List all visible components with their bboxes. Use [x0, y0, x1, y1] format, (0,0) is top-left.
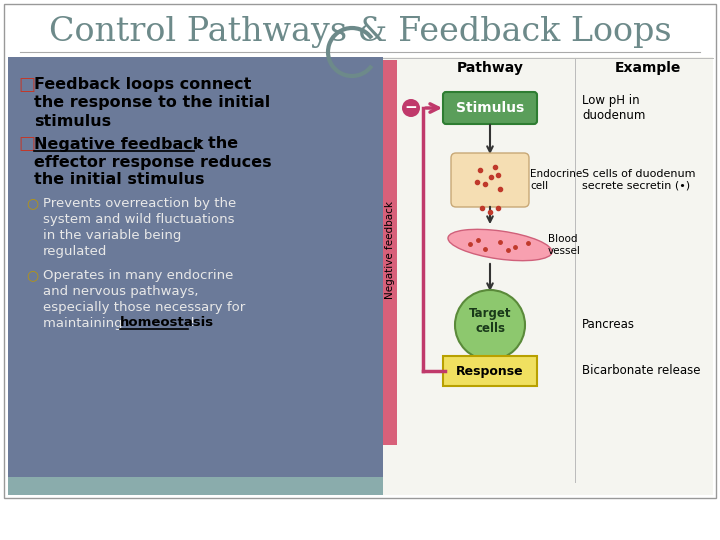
Ellipse shape: [448, 230, 552, 261]
Text: Example: Example: [615, 61, 681, 75]
Text: Response: Response: [456, 364, 524, 377]
Text: especially those necessary for: especially those necessary for: [43, 300, 246, 314]
Text: and nervous pathways,: and nervous pathways,: [43, 285, 199, 298]
Circle shape: [402, 99, 420, 117]
Text: : the: : the: [196, 137, 238, 152]
Text: homeostasis: homeostasis: [120, 316, 214, 329]
Text: Control Pathways & Feedback Loops: Control Pathways & Feedback Loops: [49, 16, 671, 48]
Text: S cells of duodenum
secrete secretin (•): S cells of duodenum secrete secretin (•): [582, 169, 696, 191]
Text: stimulus: stimulus: [34, 113, 111, 129]
Text: Negative feedback: Negative feedback: [385, 201, 395, 299]
Text: ○: ○: [26, 268, 38, 282]
FancyBboxPatch shape: [8, 477, 383, 495]
Text: Stimulus: Stimulus: [456, 101, 524, 115]
FancyBboxPatch shape: [443, 92, 537, 124]
Text: Endocrine
cell: Endocrine cell: [530, 169, 582, 191]
Text: ○: ○: [26, 196, 38, 210]
Text: effector response reduces: effector response reduces: [34, 154, 271, 170]
Text: Operates in many endocrine: Operates in many endocrine: [43, 268, 233, 281]
Text: Prevents overreaction by the: Prevents overreaction by the: [43, 197, 236, 210]
Text: □: □: [18, 76, 35, 94]
Text: the initial stimulus: the initial stimulus: [34, 172, 204, 187]
Text: Low pH in
duodenum: Low pH in duodenum: [582, 94, 645, 122]
Text: Target
cells: Target cells: [469, 307, 511, 335]
Text: system and wild fluctuations: system and wild fluctuations: [43, 213, 235, 226]
FancyBboxPatch shape: [8, 57, 383, 495]
Text: Negative feedback: Negative feedback: [34, 137, 203, 152]
Text: □: □: [18, 135, 35, 153]
Text: in the variable being: in the variable being: [43, 228, 181, 241]
FancyBboxPatch shape: [383, 57, 713, 495]
Text: Feedback loops connect: Feedback loops connect: [34, 78, 251, 92]
Text: maintaining: maintaining: [43, 316, 127, 329]
Text: Bicarbonate release: Bicarbonate release: [582, 364, 701, 377]
Text: Blood
vessel: Blood vessel: [548, 234, 581, 256]
Text: Pathway: Pathway: [456, 61, 523, 75]
Text: the response to the initial: the response to the initial: [34, 96, 270, 111]
Text: −: −: [405, 99, 418, 114]
FancyBboxPatch shape: [443, 356, 537, 386]
Circle shape: [455, 290, 525, 360]
FancyBboxPatch shape: [451, 153, 529, 207]
Text: !: !: [190, 316, 195, 329]
Text: regulated: regulated: [43, 245, 107, 258]
Text: Pancreas: Pancreas: [582, 319, 635, 332]
FancyBboxPatch shape: [383, 60, 397, 445]
